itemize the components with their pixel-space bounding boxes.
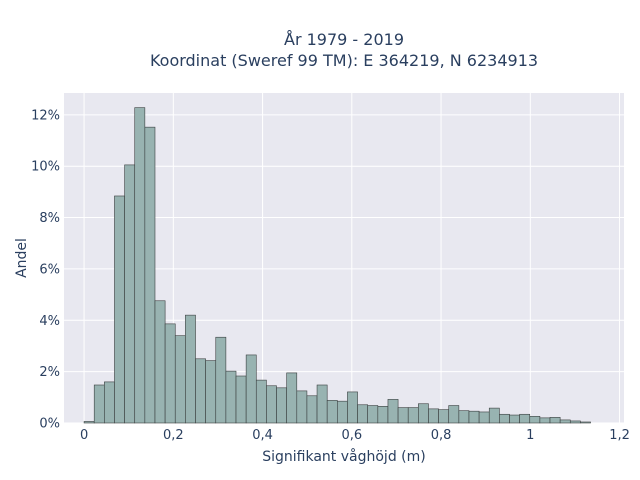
histogram-bar-8 <box>164 323 176 424</box>
histogram-bar-18 <box>266 385 277 424</box>
histogram-bar-17 <box>255 379 267 424</box>
x-axis-ticks: 0 0,2 0,4 0,6 0,8 1 1,2 <box>80 428 630 443</box>
histogram-bar-5 <box>134 107 146 424</box>
x-tick-label-4: 0,8 <box>431 428 452 443</box>
histogram-bar-46 <box>549 417 561 424</box>
histogram-bar-16 <box>245 354 257 424</box>
histogram-bar-14 <box>225 370 237 424</box>
histogram-bar-6 <box>144 126 156 424</box>
histogram-bar-42 <box>509 414 520 424</box>
histogram-bar-23 <box>316 384 328 424</box>
histogram-bar-48 <box>569 420 581 424</box>
histogram-bar-35 <box>438 409 450 424</box>
histogram-bar-22 <box>306 395 318 424</box>
y-tick-label-3: 6% <box>39 262 60 277</box>
histogram-bar-3 <box>114 195 125 424</box>
histogram-bar-39 <box>478 411 490 424</box>
histogram-bar-29 <box>377 406 389 424</box>
histogram-bar-43 <box>519 413 531 424</box>
histogram-bar-7 <box>154 300 166 424</box>
histogram-bar-41 <box>499 413 510 424</box>
histogram-bar-21 <box>296 390 308 424</box>
histogram-bar-36 <box>448 405 460 424</box>
x-tick-label-1: 0,2 <box>163 428 184 443</box>
x-tick-label-0: 0 <box>80 428 88 443</box>
histogram-bar-10 <box>185 314 196 424</box>
histogram-bar-37 <box>458 410 470 424</box>
histogram-bar-4 <box>124 164 136 424</box>
x-tick-label-3: 0,6 <box>341 428 362 443</box>
x-tick-label-5: 1 <box>526 428 534 443</box>
histogram-bar-26 <box>347 391 358 424</box>
histogram-bar-44 <box>529 416 541 424</box>
histogram-bar-33 <box>418 403 429 424</box>
histogram-bar-47 <box>559 419 571 424</box>
histogram-bar-12 <box>205 360 217 424</box>
histogram-bar-32 <box>407 407 419 424</box>
y-tick-label-6: 12% <box>31 108 60 123</box>
x-tick-label-6: 1,2 <box>609 428 630 443</box>
histogram-bar-1 <box>93 384 105 424</box>
chart-title-line1: År 1979 - 2019 <box>284 30 404 49</box>
histogram-bar-30 <box>387 399 399 424</box>
histogram-bar-38 <box>468 410 480 424</box>
histogram-bar-13 <box>215 336 227 424</box>
histogram-bar-28 <box>367 405 379 424</box>
histogram-bar-24 <box>326 400 338 424</box>
chart-title-line2: Koordinat (Sweref 99 TM): E 364219, N 62… <box>150 51 538 70</box>
histogram-bar-25 <box>337 400 348 424</box>
histogram-bar-20 <box>286 372 298 424</box>
y-axis-ticks: 0% 2% 4% 6% 8% 10% 12% <box>31 108 60 431</box>
histogram-bars <box>83 107 591 424</box>
x-axis-label: Signifikant våghöjd (m) <box>262 448 425 465</box>
y-tick-label-4: 8% <box>39 211 60 226</box>
histogram-bar-49 <box>580 421 591 424</box>
histogram-bar-34 <box>428 408 439 424</box>
histogram-bar-45 <box>539 417 551 424</box>
y-axis-label: Andel <box>14 238 30 278</box>
x-tick-label-2: 0,4 <box>252 428 273 443</box>
y-tick-label-2: 4% <box>39 314 60 329</box>
y-tick-label-0: 0% <box>39 417 60 432</box>
y-tick-label-1: 2% <box>39 365 60 380</box>
histogram-bar-9 <box>174 335 186 424</box>
histogram-bar-15 <box>235 375 247 424</box>
histogram-bar-31 <box>397 407 409 424</box>
histogram-bar-2 <box>104 381 115 424</box>
histogram-bar-27 <box>357 404 368 424</box>
y-tick-label-5: 10% <box>31 160 60 175</box>
histogram-bar-19 <box>276 387 287 424</box>
histogram-bar-40 <box>488 407 500 424</box>
histogram-bar-0 <box>83 421 95 424</box>
histogram-bar-11 <box>195 358 206 424</box>
